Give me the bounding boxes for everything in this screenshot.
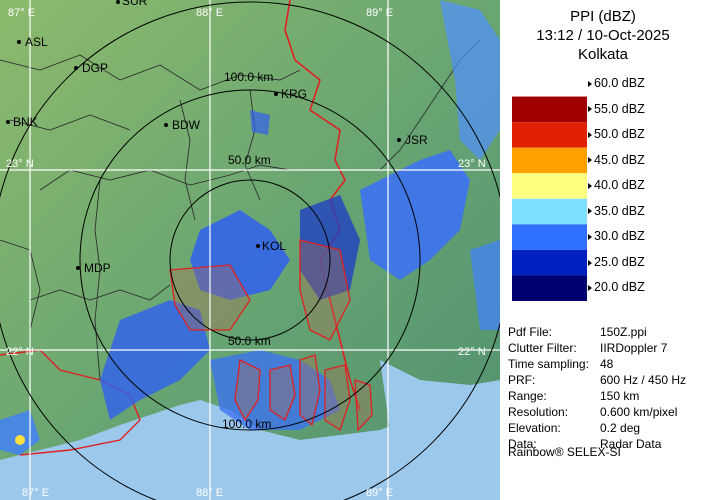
info-value: 600 Hz / 450 Hz bbox=[600, 373, 687, 387]
range-label: 50.0 km bbox=[228, 334, 271, 348]
info-key: Range: bbox=[508, 389, 547, 403]
lon-label: 87° E bbox=[8, 7, 35, 19]
color-scale-band bbox=[512, 122, 587, 148]
info-value: Radar Data bbox=[600, 437, 662, 451]
color-scale-band bbox=[512, 147, 587, 174]
legend-value: 55.0 dBZ bbox=[594, 101, 645, 116]
arrow-right-icon bbox=[588, 131, 592, 138]
arrow-right-icon bbox=[588, 285, 592, 292]
place-label: DGP bbox=[82, 61, 108, 75]
legend-value: 20.0 dBZ bbox=[594, 280, 645, 295]
range-label: 100.0 km bbox=[222, 417, 271, 431]
info-key: Clutter Filter: bbox=[508, 341, 577, 355]
legend-panel: PPI (dBZ) 13:12 / 10-Oct-2025 Kolkata 60… bbox=[500, 0, 706, 500]
info-key: PRF: bbox=[508, 373, 536, 387]
lon-label: 87° E bbox=[22, 487, 49, 499]
arrow-right-icon bbox=[588, 208, 592, 215]
footer-brand: Rainbow® SELEX-SI bbox=[508, 445, 621, 459]
legend-label: 25.0 dBZ bbox=[588, 255, 645, 269]
color-scale-band bbox=[512, 173, 587, 199]
range-rings bbox=[0, 1, 500, 500]
info-value: 0.600 km/pixel bbox=[600, 405, 678, 419]
info-value: 48 bbox=[600, 357, 614, 371]
arrow-right-icon bbox=[588, 234, 592, 241]
sea-area bbox=[0, 395, 500, 500]
lon-label: 89° E bbox=[366, 7, 393, 19]
lon-label: 88° E bbox=[196, 487, 223, 499]
range-label: 100.0 km bbox=[224, 70, 273, 84]
lat-label: 22° N bbox=[458, 346, 486, 358]
arrow-right-icon bbox=[588, 106, 592, 113]
legend-value: 60.0 dBZ bbox=[594, 76, 645, 90]
lat-lon-grid bbox=[0, 0, 500, 500]
place-label: ASL bbox=[25, 35, 48, 49]
place-labels: SUR ASL DGP BNK BDW KRG JSR MDP KOL bbox=[6, 0, 428, 275]
station-name: Kolkata bbox=[577, 46, 629, 63]
legend-label: 30.0 dBZ bbox=[588, 229, 645, 243]
info-key: Resolution: bbox=[508, 405, 569, 419]
legend-label: 20.0 dBZ bbox=[588, 280, 645, 294]
arrow-right-icon bbox=[588, 259, 592, 266]
info-row: PRF: 600 Hz / 450 Hz bbox=[508, 373, 686, 387]
place-label: SUR bbox=[122, 0, 148, 8]
info-key: Time sampling: bbox=[508, 357, 589, 371]
product-title: PPI (dBZ) bbox=[570, 8, 636, 25]
radar-map: 87° E 88° E 89° E 87° E 88° E 89° E 23° … bbox=[0, 0, 500, 500]
info-value: IIRDoppler 7 bbox=[600, 341, 668, 355]
color-scale-band bbox=[512, 275, 587, 301]
arrow-right-icon bbox=[588, 182, 592, 189]
place-label: KRG bbox=[281, 87, 307, 101]
arrow-right-icon bbox=[588, 157, 592, 164]
legend-label: 55.0 dBZ bbox=[588, 102, 645, 116]
place-label: JSR bbox=[405, 133, 428, 147]
lon-label: 88° E bbox=[196, 7, 223, 19]
color-scale-band bbox=[512, 198, 587, 225]
info-row: Data: Radar Data bbox=[508, 437, 661, 451]
info-row: Clutter Filter: IIRDoppler 7 bbox=[508, 341, 667, 355]
arrow-right-icon bbox=[588, 80, 592, 87]
legend-label: 50.0 dBZ bbox=[588, 127, 645, 141]
info-value: 150 km bbox=[600, 389, 640, 403]
radar-echoes bbox=[0, 0, 500, 455]
color-scale-band bbox=[512, 71, 587, 97]
legend-value: 50.0 dBZ bbox=[594, 127, 645, 142]
info-row: Range: 150 km bbox=[508, 389, 639, 403]
color-scale-band bbox=[512, 96, 587, 123]
timestamp: 13:12 / 10-Oct-2025 bbox=[536, 27, 670, 44]
lat-label: 23° N bbox=[6, 158, 34, 170]
info-key: Pdf File: bbox=[508, 325, 553, 339]
lon-label: 89° E bbox=[366, 487, 393, 499]
info-row: Time sampling: 48 bbox=[508, 357, 613, 371]
color-scale bbox=[512, 71, 587, 301]
info-value: 150Z.ppi bbox=[600, 325, 647, 339]
legend-label: 40.0 dBZ bbox=[588, 178, 645, 192]
info-row: Pdf File: 150Z.ppi bbox=[508, 325, 647, 339]
info-key: Data: bbox=[508, 437, 537, 451]
place-label: MDP bbox=[84, 261, 111, 275]
color-scale-band bbox=[512, 249, 587, 276]
info-row: Resolution: 0.600 km/pixel bbox=[508, 405, 677, 419]
color-scale-band bbox=[512, 224, 587, 250]
legend-value: 25.0 dBZ bbox=[594, 254, 645, 269]
place-label: BDW bbox=[172, 118, 201, 132]
legend-value: 35.0 dBZ bbox=[594, 203, 645, 218]
place-label: BNK bbox=[13, 115, 38, 129]
range-label: 50.0 km bbox=[228, 153, 271, 167]
legend-value: 45.0 dBZ bbox=[594, 152, 645, 167]
info-key: Elevation: bbox=[508, 421, 561, 435]
place-label: KOL bbox=[262, 239, 286, 253]
lat-label: 22° N bbox=[6, 346, 34, 358]
legend-value: 30.0 dBZ bbox=[594, 229, 645, 244]
legend-label: 35.0 dBZ bbox=[588, 204, 645, 218]
info-value: 0.2 deg bbox=[600, 421, 641, 435]
delta-outlines bbox=[169, 239, 373, 432]
legend-value: 40.0 dBZ bbox=[594, 178, 645, 193]
legend-label: 45.0 dBZ bbox=[588, 153, 645, 167]
legend-label: 60.0 dBZ bbox=[588, 76, 645, 90]
info-row: Elevation: 0.2 deg bbox=[508, 421, 640, 435]
lat-label: 23° N bbox=[458, 158, 486, 170]
